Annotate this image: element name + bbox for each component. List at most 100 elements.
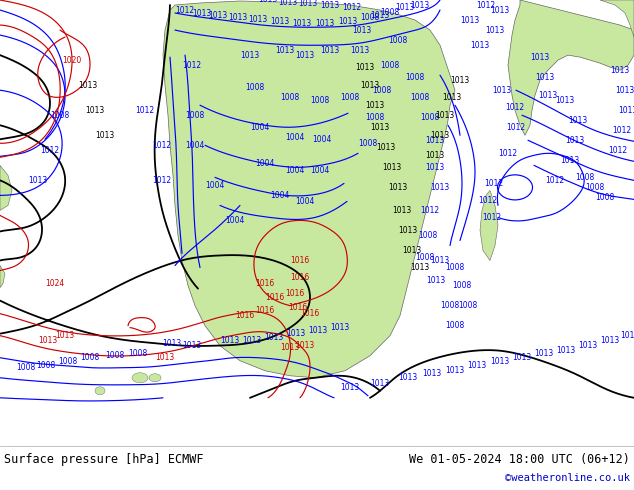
Text: 1013: 1013 bbox=[353, 25, 372, 35]
Text: 1013: 1013 bbox=[398, 226, 418, 235]
Text: 1013: 1013 bbox=[422, 369, 442, 378]
Text: 1013: 1013 bbox=[470, 41, 489, 49]
Text: 1008: 1008 bbox=[36, 361, 56, 370]
Text: 1013: 1013 bbox=[568, 116, 588, 125]
Text: 1008: 1008 bbox=[16, 363, 36, 372]
Text: 1008: 1008 bbox=[415, 253, 435, 262]
Text: 1013: 1013 bbox=[557, 346, 576, 355]
Text: 1013: 1013 bbox=[490, 357, 510, 366]
Text: 1008: 1008 bbox=[105, 351, 125, 360]
Text: 1008: 1008 bbox=[185, 111, 205, 120]
Text: 1013: 1013 bbox=[240, 50, 260, 60]
Text: 1012: 1012 bbox=[476, 0, 496, 9]
Text: 1013: 1013 bbox=[292, 19, 312, 27]
Text: 1013: 1013 bbox=[410, 0, 430, 9]
Text: 1013: 1013 bbox=[512, 353, 532, 362]
Text: 1008: 1008 bbox=[576, 173, 595, 182]
Text: 1013: 1013 bbox=[443, 93, 462, 102]
Text: 1013: 1013 bbox=[270, 17, 290, 25]
Text: 1013: 1013 bbox=[209, 10, 228, 20]
Text: 1013: 1013 bbox=[39, 336, 58, 345]
Text: 1013: 1013 bbox=[436, 111, 455, 120]
Text: 1013: 1013 bbox=[340, 383, 359, 392]
Text: 1013: 1013 bbox=[162, 339, 181, 348]
Text: 1013: 1013 bbox=[287, 329, 306, 338]
Text: 1004: 1004 bbox=[205, 181, 224, 190]
Text: 1016: 1016 bbox=[285, 289, 304, 298]
Text: 1013: 1013 bbox=[155, 353, 174, 362]
Text: 1020: 1020 bbox=[62, 56, 82, 65]
Text: 1008: 1008 bbox=[595, 193, 614, 202]
Text: 1013: 1013 bbox=[295, 341, 314, 350]
Text: 1013: 1013 bbox=[531, 52, 550, 62]
Text: 1013: 1013 bbox=[410, 263, 430, 272]
Text: 1004: 1004 bbox=[256, 159, 275, 168]
Text: 1013: 1013 bbox=[430, 131, 450, 140]
Text: 1013: 1013 bbox=[370, 10, 390, 20]
Text: 1008: 1008 bbox=[420, 113, 439, 122]
Text: 1016: 1016 bbox=[256, 279, 275, 288]
Text: 1013: 1013 bbox=[370, 123, 390, 132]
Text: 1016: 1016 bbox=[290, 273, 309, 282]
Text: 1004: 1004 bbox=[270, 191, 290, 200]
Text: 1013: 1013 bbox=[396, 2, 415, 11]
Text: 1013: 1013 bbox=[275, 46, 295, 54]
Text: 1013: 1013 bbox=[490, 5, 510, 15]
Text: 1008: 1008 bbox=[360, 13, 380, 22]
Text: 1013: 1013 bbox=[370, 379, 390, 388]
Polygon shape bbox=[0, 266, 5, 288]
Text: 1012: 1012 bbox=[176, 5, 195, 15]
Text: 1012: 1012 bbox=[498, 149, 517, 158]
Text: 1013: 1013 bbox=[360, 81, 380, 90]
Text: 1004: 1004 bbox=[250, 123, 269, 132]
Text: 1013: 1013 bbox=[330, 323, 349, 332]
Text: 1013: 1013 bbox=[398, 373, 418, 382]
Text: 1012: 1012 bbox=[152, 141, 172, 150]
Text: 1013: 1013 bbox=[616, 86, 634, 95]
Text: 1012: 1012 bbox=[41, 146, 60, 155]
Text: 1013: 1013 bbox=[600, 336, 619, 345]
Text: 1012: 1012 bbox=[183, 61, 202, 70]
Text: 1013: 1013 bbox=[430, 256, 450, 265]
Text: 1013: 1013 bbox=[320, 46, 340, 54]
Text: 1013: 1013 bbox=[320, 0, 340, 9]
Polygon shape bbox=[508, 0, 634, 135]
Ellipse shape bbox=[149, 374, 161, 382]
Text: 1013: 1013 bbox=[221, 336, 240, 345]
Text: 1013: 1013 bbox=[467, 361, 487, 370]
Text: 1013: 1013 bbox=[493, 86, 512, 95]
Text: 1008: 1008 bbox=[380, 7, 399, 17]
Text: 1024: 1024 bbox=[46, 279, 65, 288]
Text: 1016: 1016 bbox=[266, 293, 285, 302]
Text: 1016: 1016 bbox=[290, 256, 309, 265]
Text: 1004: 1004 bbox=[313, 135, 332, 144]
Text: 1012: 1012 bbox=[609, 146, 628, 155]
Text: 1013: 1013 bbox=[192, 8, 212, 18]
Text: 1013: 1013 bbox=[450, 75, 470, 85]
Text: 1008: 1008 bbox=[380, 61, 399, 70]
Text: 1016: 1016 bbox=[301, 309, 320, 318]
Text: 1008: 1008 bbox=[585, 183, 605, 192]
Text: 1008: 1008 bbox=[280, 93, 300, 102]
Text: 1008: 1008 bbox=[340, 93, 359, 102]
Text: 1013: 1013 bbox=[555, 96, 574, 105]
Ellipse shape bbox=[132, 373, 148, 383]
Text: 1012: 1012 bbox=[482, 213, 501, 222]
Text: 1008: 1008 bbox=[128, 349, 148, 358]
Text: 1013: 1013 bbox=[249, 15, 268, 24]
Text: 1012: 1012 bbox=[507, 123, 526, 132]
Text: 1008: 1008 bbox=[418, 231, 437, 240]
Text: 1013: 1013 bbox=[259, 0, 278, 4]
Text: 1013: 1013 bbox=[242, 336, 262, 345]
Text: 1016: 1016 bbox=[235, 311, 255, 320]
Text: 1013: 1013 bbox=[79, 81, 98, 90]
Text: 1013: 1013 bbox=[389, 183, 408, 192]
Text: Surface pressure [hPa] ECMWF: Surface pressure [hPa] ECMWF bbox=[4, 453, 204, 466]
Text: 1013: 1013 bbox=[535, 73, 555, 82]
Text: 1004: 1004 bbox=[285, 166, 305, 175]
Ellipse shape bbox=[95, 387, 105, 395]
Text: 1008: 1008 bbox=[441, 301, 460, 310]
Text: 1013: 1013 bbox=[315, 19, 335, 27]
Text: 1012: 1012 bbox=[545, 176, 564, 185]
Text: 1013: 1013 bbox=[392, 206, 411, 215]
